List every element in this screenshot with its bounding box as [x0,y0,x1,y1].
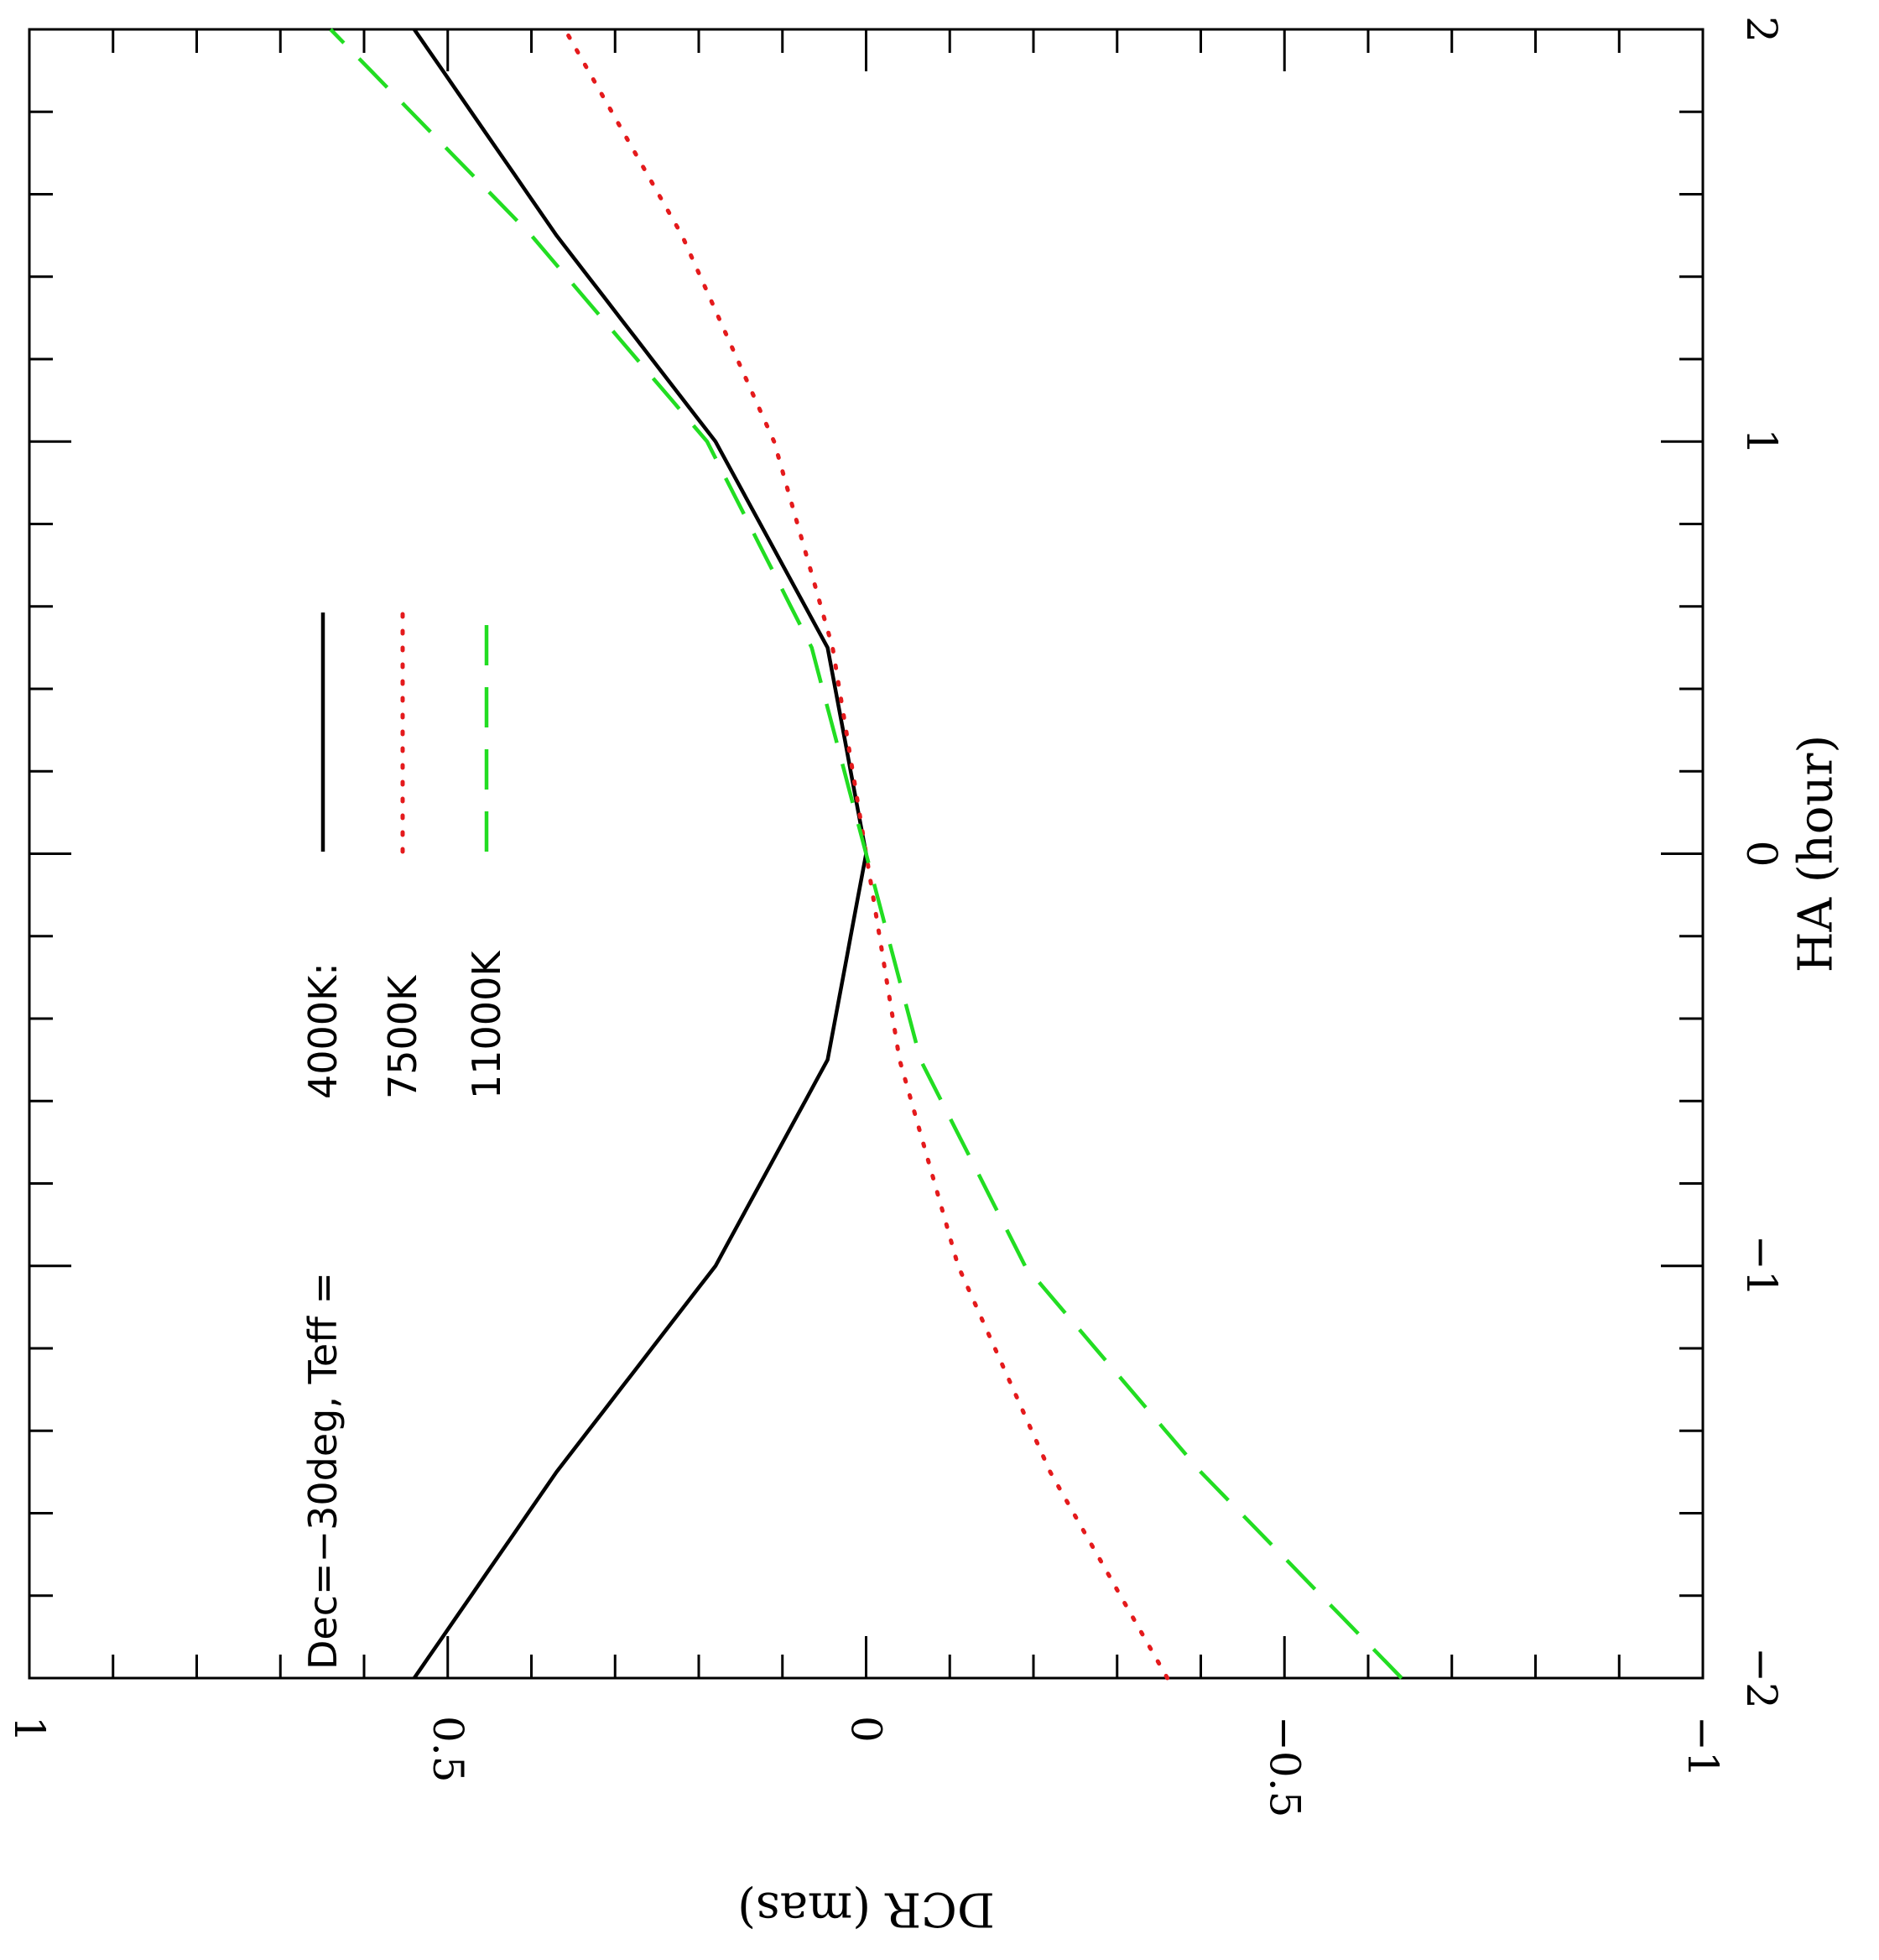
dcr-tick-label: −1 [1679,1716,1727,1778]
dcr-tick-label: 1 [5,1716,54,1743]
y-axis-label: DCR (mas) [737,1882,995,1937]
series-line-4000K [412,28,868,1680]
legend: Dec=−30deg, Teff = 4000K: 7500K 11000K [300,610,509,1670]
dcr-tick-label: 0.5 [424,1716,472,1783]
ha-tick-label: 0 [1737,841,1786,868]
legend-label-4000K: 4000K: [300,962,346,1099]
ha-tick-label: −1 [1737,1235,1786,1297]
series-line-7500K [562,27,1170,1681]
legend-label-7500K: 7500K [380,974,425,1099]
dcr-tick-label: −0.5 [1260,1716,1309,1817]
ha-tick-label: 2 [1737,16,1786,43]
legend-header: Dec=−30deg, Teff = [300,1272,346,1670]
series-lines [329,27,1403,1681]
legend-label-11000K: 11000K [464,950,509,1099]
ha-tick-label: −2 [1737,1647,1786,1709]
dcr-tick-label: 0 [842,1716,891,1743]
axis-labels: HA (hour) DCR (mas) [737,735,1843,1937]
ha-tick-label: 1 [1737,428,1786,455]
series-line-11000K [329,28,1403,1680]
x-axis-label: HA (hour) [1789,735,1844,972]
ticks [28,28,1705,1680]
